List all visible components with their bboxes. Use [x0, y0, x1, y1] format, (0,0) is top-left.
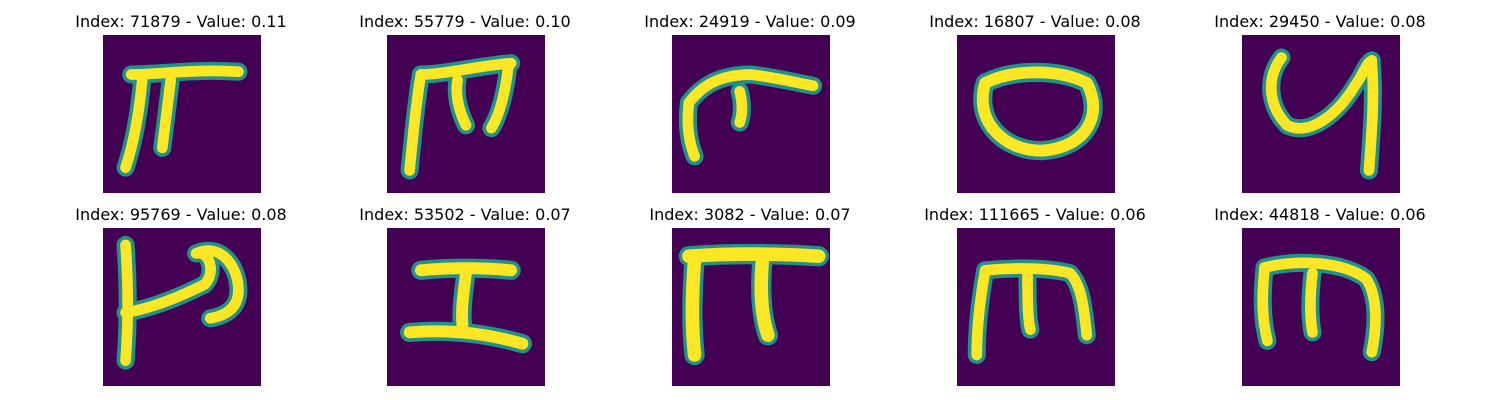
glyph-image: [387, 228, 545, 386]
panel-title: Index: 53502 - Value: 0.07: [359, 205, 571, 224]
glyph-image: [387, 35, 545, 193]
panel-title: Index: 16807 - Value: 0.08: [929, 12, 1141, 31]
glyph-image: [672, 35, 830, 193]
panel-title: Index: 29450 - Value: 0.08: [1214, 12, 1426, 31]
panel-title: Index: 3082 - Value: 0.07: [649, 205, 851, 224]
glyph-image: [1242, 35, 1400, 193]
glyph-image: [672, 228, 830, 386]
glyph-image: [103, 35, 261, 193]
panel-title: Index: 111665 - Value: 0.06: [924, 205, 1146, 224]
panel-title: Index: 44818 - Value: 0.06: [1214, 205, 1426, 224]
panel-title: Index: 55779 - Value: 0.10: [359, 12, 571, 31]
panel-title: Index: 71879 - Value: 0.11: [75, 12, 287, 31]
glyph-image: [103, 228, 261, 386]
glyph-image: [1242, 228, 1400, 386]
glyph-image: [957, 35, 1115, 193]
panel-title: Index: 24919 - Value: 0.09: [644, 12, 856, 31]
panel-title: Index: 95769 - Value: 0.08: [75, 205, 287, 224]
glyph-image: [957, 228, 1115, 386]
